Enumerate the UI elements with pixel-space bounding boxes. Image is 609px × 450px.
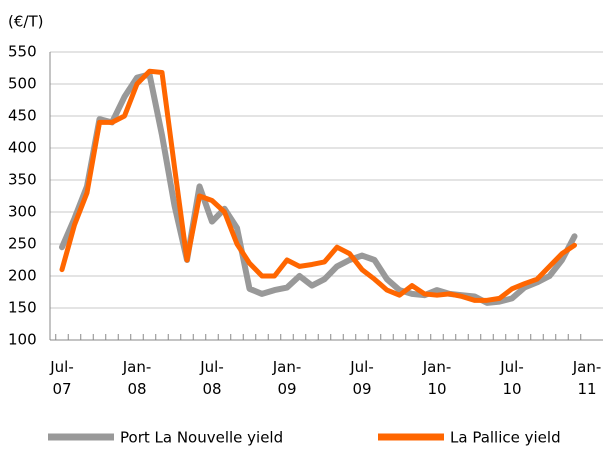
- y-tick-label: 200: [8, 267, 37, 285]
- y-tick-label: 400: [8, 139, 37, 157]
- y-tick-label: 550: [8, 43, 37, 61]
- y-tick-label: 350: [8, 171, 37, 189]
- y-tick-label: 500: [8, 75, 37, 93]
- x-tick-label: Jul- 08: [200, 358, 224, 398]
- x-tick-label: Jul- 10: [500, 358, 524, 398]
- x-tick-label: Jan- 11: [572, 358, 602, 398]
- y-tick-label: 250: [8, 235, 37, 253]
- y-axis-label: (€/T): [8, 13, 43, 31]
- x-tick-label: Jan- 08: [122, 358, 152, 398]
- y-tick-label: 150: [8, 299, 37, 317]
- series-line: [59, 71, 578, 306]
- legend-label: La Pallice yield: [450, 429, 561, 447]
- x-tick-label: Jan- 10: [422, 358, 452, 398]
- y-tick-label: 450: [8, 107, 37, 125]
- x-tick-label: Jul- 07: [50, 358, 74, 398]
- x-tick-label: Jan- 09: [272, 358, 302, 398]
- y-tick-label: 300: [8, 203, 37, 221]
- series-line: [59, 68, 577, 303]
- x-tick-label: Jul- 09: [350, 358, 374, 398]
- legend-label: Port La Nouvelle yield: [120, 429, 283, 447]
- y-tick-label: 100: [8, 331, 37, 349]
